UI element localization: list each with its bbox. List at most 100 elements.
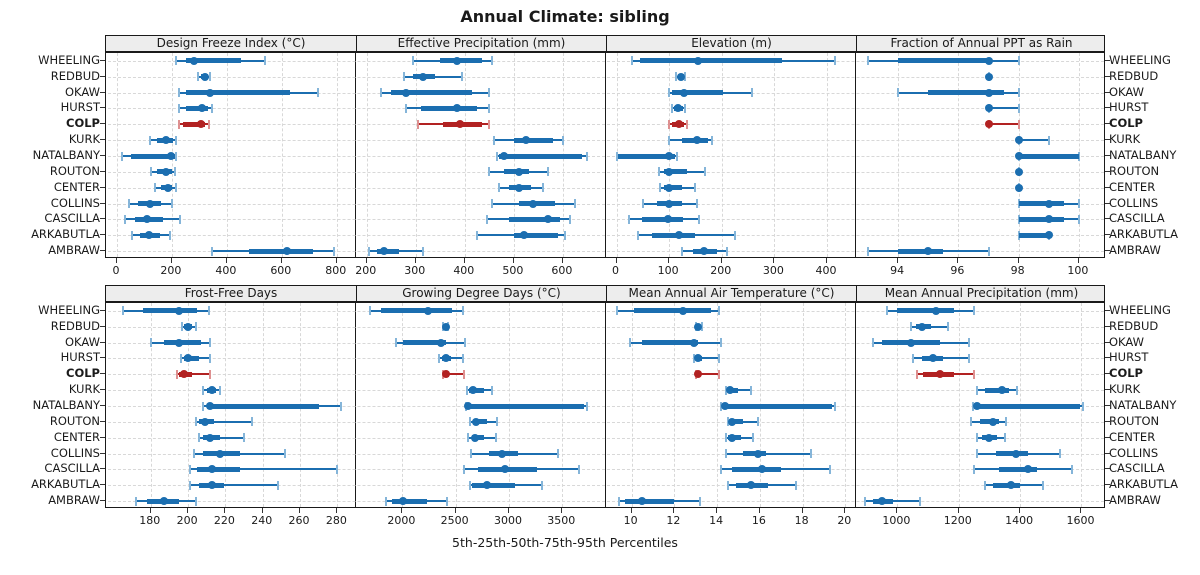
axis-tick xyxy=(224,508,226,513)
median-dot xyxy=(215,449,224,458)
whisker-5-95 xyxy=(195,420,252,423)
cap-5th xyxy=(131,230,134,240)
cap-95th xyxy=(685,119,688,129)
row-tick-right xyxy=(1105,155,1110,156)
median-dot xyxy=(200,417,209,426)
panel-separator xyxy=(855,53,856,257)
cap-5th xyxy=(121,306,124,316)
median-dot xyxy=(453,56,462,65)
cap-95th xyxy=(1017,56,1020,66)
cap-95th xyxy=(179,214,182,224)
axis-tick-label: 20 xyxy=(837,514,852,527)
axis-tick xyxy=(170,258,172,263)
axis-tick-label: 94 xyxy=(890,264,905,277)
cap-95th xyxy=(973,369,976,379)
row-tick-right xyxy=(1105,484,1110,486)
site-label-right-colp: COLP xyxy=(1109,116,1143,131)
cap-95th xyxy=(276,480,279,490)
site-label-left-ambraw: AMBRAW xyxy=(48,493,100,508)
axis-tick xyxy=(561,258,563,263)
median-dot xyxy=(747,481,756,490)
median-dot xyxy=(1044,215,1053,224)
site-label-right-okaw: OKAW xyxy=(1109,84,1144,99)
median-dot xyxy=(379,247,388,256)
cap-5th xyxy=(385,496,388,506)
row-tick-right xyxy=(1105,341,1110,343)
tick-gridline xyxy=(721,53,723,257)
axis-tick xyxy=(720,258,722,263)
axis-tick-label: 200 xyxy=(160,264,182,277)
median-dot xyxy=(419,72,428,81)
row-gridline xyxy=(108,342,1104,344)
cap-95th xyxy=(194,322,197,332)
axis-tick-label: 500 xyxy=(502,264,524,277)
cap-95th xyxy=(207,306,210,316)
cap-95th xyxy=(699,496,702,506)
cap-5th xyxy=(668,119,671,129)
median-dot xyxy=(693,322,702,331)
median-dot xyxy=(184,354,193,363)
cap-95th xyxy=(693,183,696,193)
cap-95th xyxy=(1017,88,1020,98)
median-dot xyxy=(725,386,734,395)
axis-tick-label: 14 xyxy=(709,514,724,527)
median-dot xyxy=(455,120,464,129)
axis-tick-label: 100 xyxy=(657,264,679,277)
site-label-right-center: CENTER xyxy=(1109,179,1156,194)
row-tick-left xyxy=(100,250,105,252)
median-dot xyxy=(206,88,215,97)
row-gridline xyxy=(108,374,1104,376)
median-dot xyxy=(497,449,506,458)
row-tick-left xyxy=(100,484,105,486)
cap-5th xyxy=(380,88,383,98)
cap-5th xyxy=(970,417,973,427)
cap-95th xyxy=(1077,214,1080,224)
median-dot xyxy=(674,120,683,129)
row-gridline xyxy=(108,156,1104,157)
median-dot xyxy=(1044,199,1053,208)
site-label-right-hurst: HURST xyxy=(1109,350,1149,365)
cap-95th xyxy=(987,246,990,256)
cap-95th xyxy=(422,246,425,256)
axis-tick xyxy=(615,258,617,263)
bar-25-75 xyxy=(723,403,833,409)
cap-5th xyxy=(175,369,178,379)
axis-tick xyxy=(336,508,338,513)
bar-25-75 xyxy=(663,169,687,175)
site-label-left-natalbany: NATALBANY xyxy=(32,398,100,412)
median-dot xyxy=(1044,231,1053,240)
cap-5th xyxy=(121,151,124,161)
axis-tick-label: 400 xyxy=(815,264,837,277)
axis-tick-label: 1600 xyxy=(1066,514,1095,527)
median-dot xyxy=(144,231,153,240)
cap-95th xyxy=(829,464,832,474)
median-dot xyxy=(522,136,531,145)
median-dot xyxy=(665,199,674,208)
whisker-5-95 xyxy=(443,373,465,376)
site-label-right-cascilla: CASCILLA xyxy=(1109,211,1165,226)
cap-95th xyxy=(810,449,813,459)
median-dot xyxy=(694,56,703,65)
figure-title: Annual Climate: sibling xyxy=(460,7,670,26)
panel-separator xyxy=(605,303,606,507)
median-dot xyxy=(442,370,451,379)
cap-95th xyxy=(336,464,339,474)
median-dot xyxy=(757,465,766,474)
panel-separator xyxy=(355,303,356,507)
axis-tick xyxy=(1019,508,1021,513)
site-label-right-natalbany: NATALBANY xyxy=(1109,148,1177,162)
row-gridline xyxy=(108,390,1104,392)
row-tick-left xyxy=(100,468,105,470)
axis-tick xyxy=(115,258,117,263)
cap-5th xyxy=(726,417,729,427)
median-dot xyxy=(997,386,1006,395)
cap-95th xyxy=(718,353,721,363)
cap-5th xyxy=(658,183,661,193)
tick-gridline xyxy=(631,303,633,507)
row-tick-left xyxy=(100,325,105,327)
tick-gridline xyxy=(226,53,228,257)
bar-25-75 xyxy=(391,90,473,96)
cap-5th xyxy=(495,151,498,161)
axis-tick xyxy=(512,258,514,263)
site-label-right-natalbany: NATALBANY xyxy=(1109,398,1177,412)
